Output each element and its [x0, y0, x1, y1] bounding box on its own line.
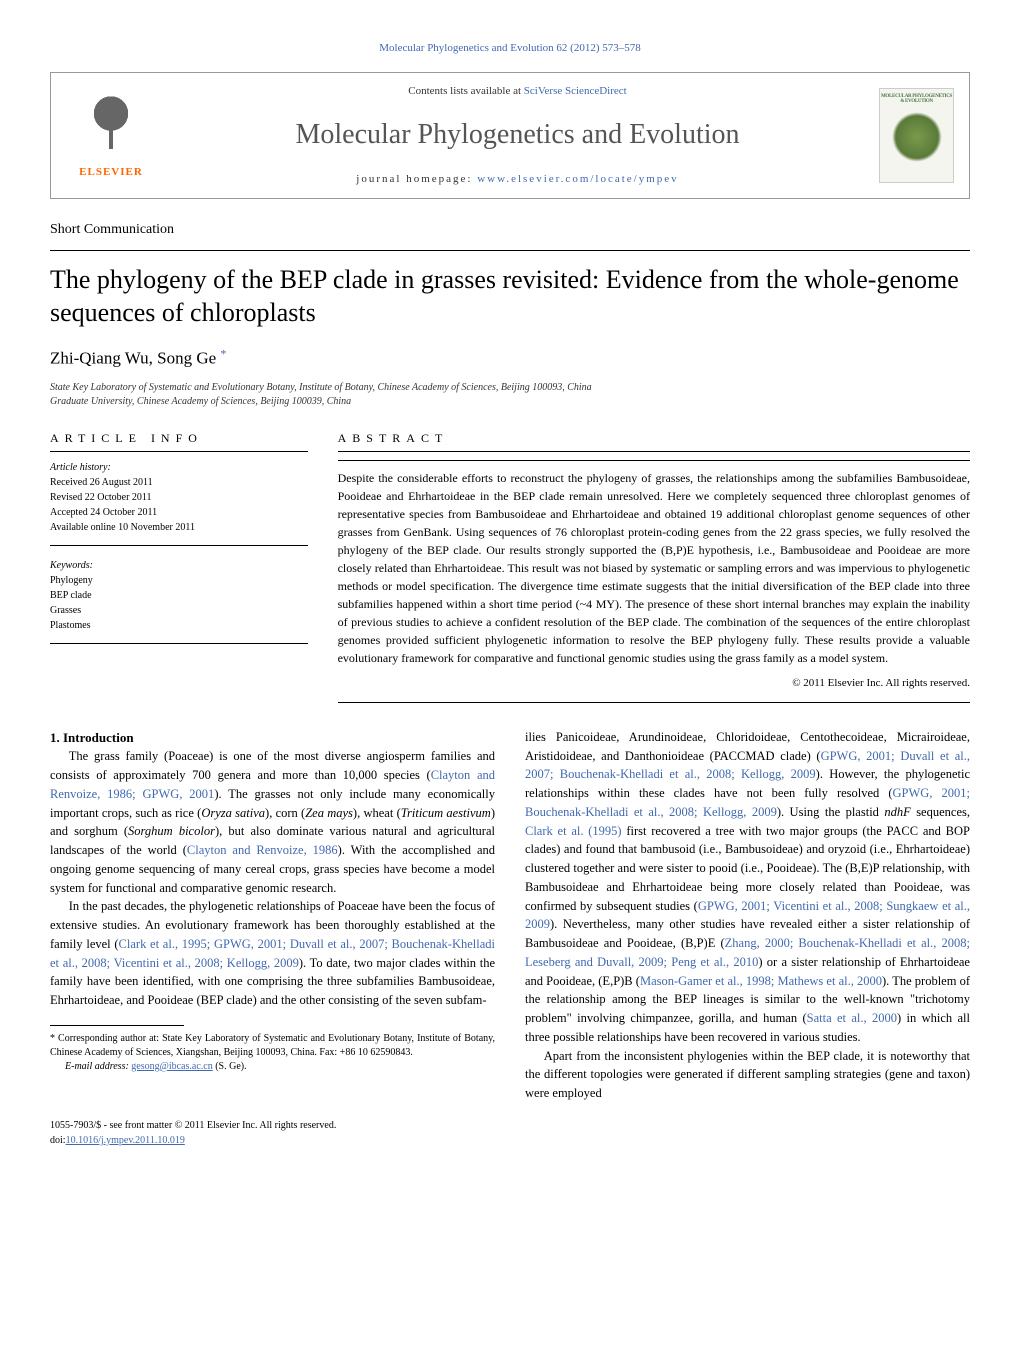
- received-date: Received 26 August 2011: [50, 475, 308, 490]
- abstract-rule-bottom: [338, 702, 970, 703]
- ref-link[interactable]: Clark et al. (1995): [525, 824, 622, 838]
- homepage-link[interactable]: www.elsevier.com/locate/ympev: [477, 173, 678, 185]
- keyword-3: Grasses: [50, 603, 308, 618]
- article-type: Short Communication: [50, 219, 970, 240]
- page-footer: 1055-7903/$ - see front matter © 2011 El…: [50, 1118, 970, 1148]
- doi-link[interactable]: 10.1016/j.ympev.2011.10.019: [66, 1135, 185, 1146]
- body-para-1: The grass family (Poaceae) is one of the…: [50, 747, 495, 897]
- keyword-4: Plastomes: [50, 618, 308, 633]
- journal-cover-thumbnail[interactable]: MOLECULAR PHYLOGENETICS & EVOLUTION: [879, 88, 954, 183]
- abstract-text: Despite the considerable efforts to reco…: [338, 469, 970, 667]
- journal-header: ELSEVIER Contents lists available at Sci…: [50, 72, 970, 199]
- doi-line: doi:10.1016/j.ympev.2011.10.019: [50, 1133, 970, 1148]
- ref-link[interactable]: Satta et al., 2000: [807, 1011, 897, 1025]
- two-column-body: 1. Introduction The grass family (Poacea…: [50, 728, 970, 1103]
- elsevier-tree-icon: [76, 89, 146, 159]
- journal-name: Molecular Phylogenetics and Evolution: [176, 114, 859, 156]
- article-info: ARTICLE INFO Article history: Received 2…: [50, 429, 308, 703]
- cover-brain-icon: [892, 112, 942, 162]
- keywords-block: Keywords: Phylogeny BEP clade Grasses Pl…: [50, 558, 308, 644]
- article-history: Article history: Received 26 August 2011…: [50, 460, 308, 546]
- ref-link[interactable]: Clark et al., 1995; GPWG, 2001; Duvall e…: [50, 937, 495, 970]
- article-title: The phylogeny of the BEP clade in grasse…: [50, 263, 970, 331]
- intro-heading: 1. Introduction: [50, 728, 495, 748]
- copyright-line: 1055-7903/$ - see front matter © 2011 El…: [50, 1118, 970, 1133]
- email-suffix: (S. Ge).: [215, 1061, 246, 1072]
- keyword-1: Phylogeny: [50, 573, 308, 588]
- info-abstract-row: ARTICLE INFO Article history: Received 2…: [50, 429, 970, 703]
- accepted-date: Accepted 24 October 2011: [50, 505, 308, 520]
- contents-line: Contents lists available at SciVerse Sci…: [176, 83, 859, 100]
- homepage-prefix: journal homepage:: [356, 173, 477, 185]
- journal-homepage: journal homepage: www.elsevier.com/locat…: [176, 171, 859, 188]
- affiliation-1: State Key Laboratory of Systematic and E…: [50, 381, 970, 395]
- online-date: Available online 10 November 2011: [50, 520, 308, 535]
- author-names: Zhi-Qiang Wu, Song Ge: [50, 349, 216, 368]
- abstract-copyright: © 2011 Elsevier Inc. All rights reserved…: [338, 675, 970, 692]
- elsevier-logo[interactable]: ELSEVIER: [66, 85, 156, 185]
- corr-symbol: *: [220, 346, 226, 360]
- affiliation-2: Graduate University, Chinese Academy of …: [50, 395, 970, 409]
- cover-title: MOLECULAR PHYLOGENETICS & EVOLUTION: [880, 94, 953, 104]
- affiliations: State Key Laboratory of Systematic and E…: [50, 381, 970, 409]
- footnote-rule: [50, 1025, 184, 1026]
- history-label: Article history:: [50, 460, 308, 475]
- ref-link[interactable]: GPWG, 2001; Duvall et al., 2007; Bouchen…: [525, 749, 970, 782]
- abstract-section: ABSTRACT Despite the considerable effort…: [338, 429, 970, 703]
- body-section: 1. Introduction The grass family (Poacea…: [50, 728, 970, 1103]
- ref-link[interactable]: Clayton and Renvoize, 1986; GPWG, 2001: [50, 768, 495, 801]
- top-citation: Molecular Phylogenetics and Evolution 62…: [50, 40, 970, 57]
- ref-link[interactable]: Clayton and Renvoize, 1986: [187, 843, 338, 857]
- authors: Zhi-Qiang Wu, Song Ge *: [50, 345, 970, 371]
- contents-prefix: Contents lists available at: [408, 85, 523, 97]
- ref-link[interactable]: Zhang, 2000; Bouchenak-Khelladi et al., …: [525, 936, 970, 969]
- article-info-header: ARTICLE INFO: [50, 429, 308, 452]
- ref-link[interactable]: Mason-Gamer et al., 1998; Mathews et al.…: [640, 974, 882, 988]
- body-para-3: ilies Panicoideae, Arundinoideae, Chlori…: [525, 728, 970, 1047]
- revised-date: Revised 22 October 2011: [50, 490, 308, 505]
- corresponding-author-footnote: * Corresponding author at: State Key Lab…: [50, 1032, 495, 1060]
- body-para-4: Apart from the inconsistent phylogenies …: [525, 1047, 970, 1103]
- abstract-rule-top: [338, 460, 970, 461]
- abstract-header: ABSTRACT: [338, 429, 970, 452]
- email-label: E-mail address:: [65, 1061, 131, 1072]
- corresponding-author-link[interactable]: *: [220, 349, 226, 368]
- elsevier-label: ELSEVIER: [79, 164, 143, 181]
- keyword-2: BEP clade: [50, 588, 308, 603]
- keywords-label: Keywords:: [50, 558, 308, 573]
- ref-link[interactable]: GPWG, 2001; Vicentini et al., 2008; Sung…: [525, 899, 970, 932]
- header-center: Contents lists available at SciVerse Sci…: [156, 83, 879, 188]
- footnote-block: * Corresponding author at: State Key Lab…: [50, 1025, 495, 1074]
- title-rule: [50, 250, 970, 251]
- footnotes: * Corresponding author at: State Key Lab…: [50, 1032, 495, 1074]
- email-footnote: E-mail address: gesong@ibcas.ac.cn (S. G…: [50, 1060, 495, 1074]
- sciencedirect-link[interactable]: SciVerse ScienceDirect: [524, 85, 627, 97]
- email-link[interactable]: gesong@ibcas.ac.cn: [131, 1061, 212, 1072]
- doi-prefix: doi:: [50, 1135, 66, 1146]
- body-para-2: In the past decades, the phylogenetic re…: [50, 897, 495, 1010]
- citation-link[interactable]: Molecular Phylogenetics and Evolution 62…: [379, 42, 641, 54]
